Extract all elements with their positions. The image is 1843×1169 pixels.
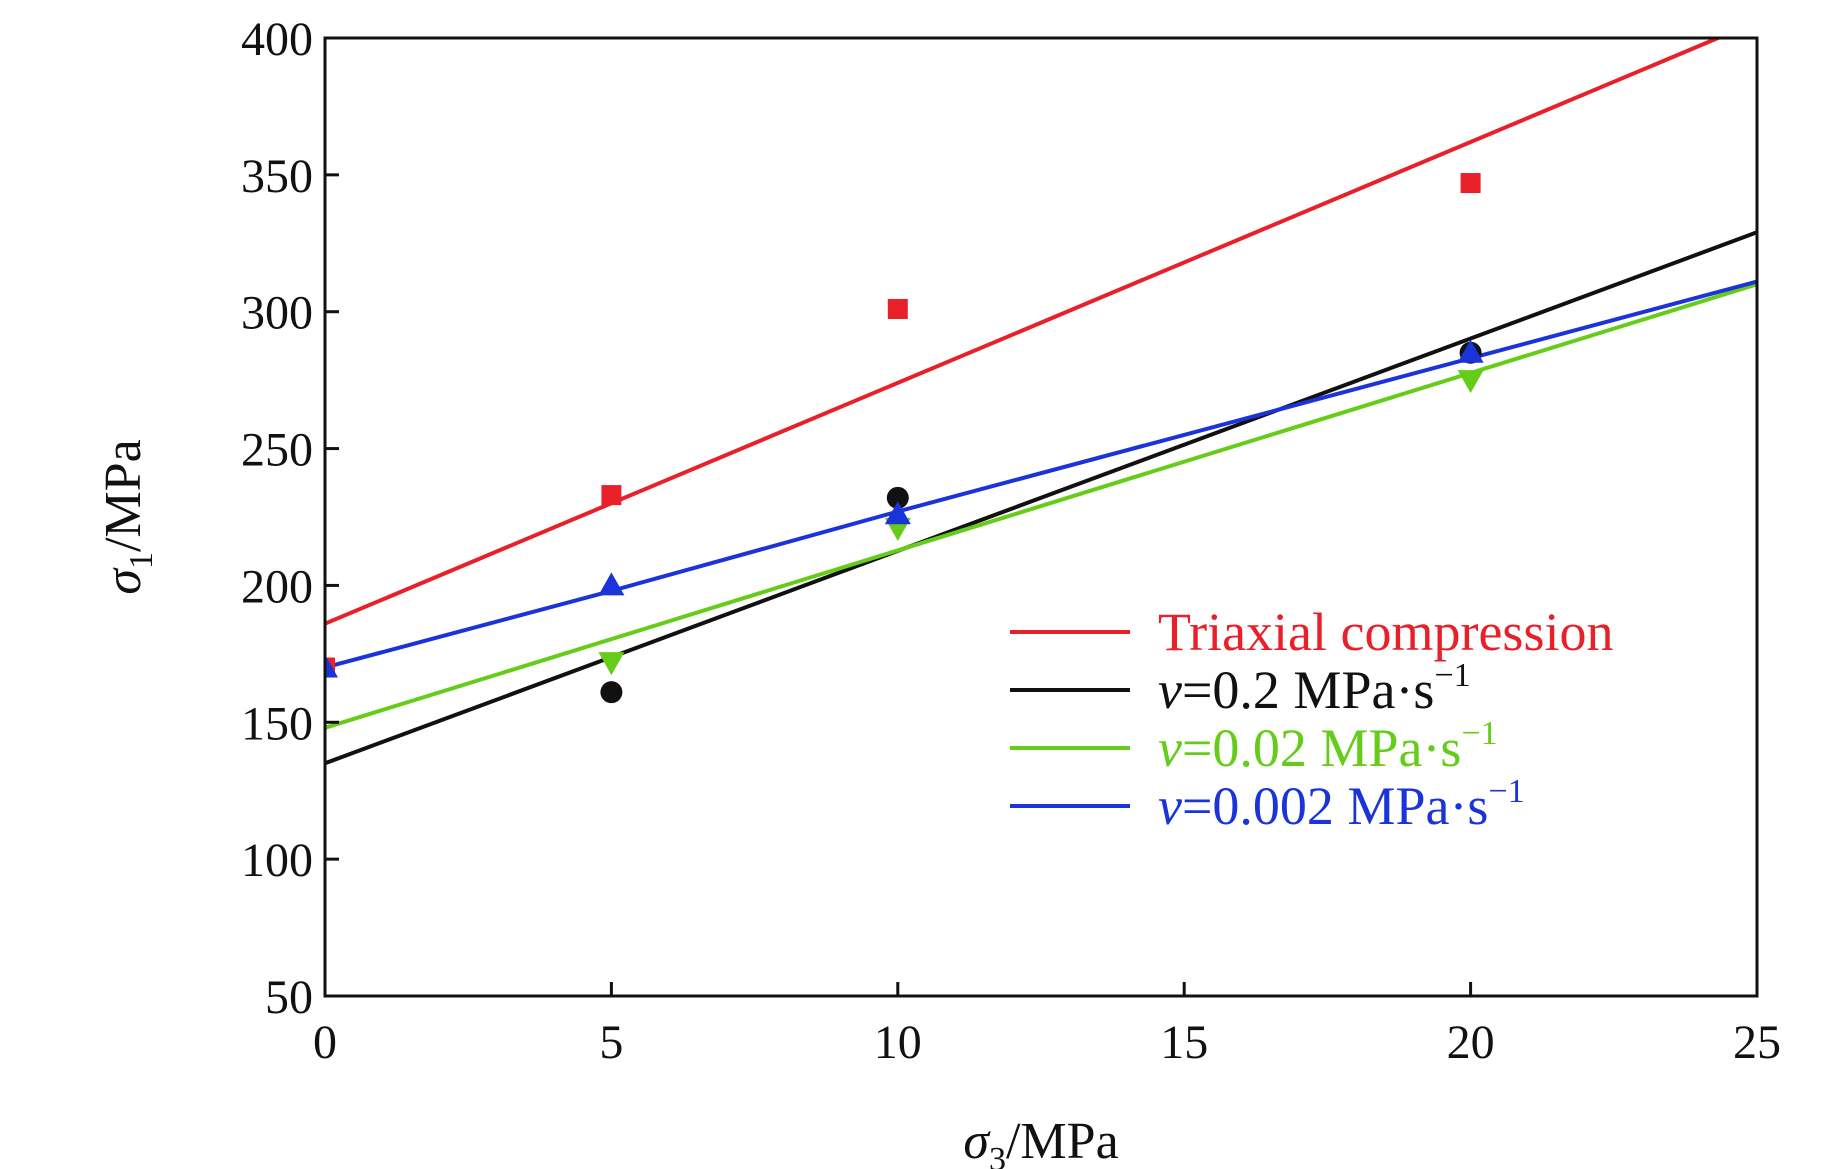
legend-label: v=0.002 MPa·s−1 (1158, 773, 1525, 836)
x-axis-symbol: σ (963, 1113, 991, 1169)
y-axis-subscript: 1 (123, 552, 160, 569)
data-point (887, 298, 908, 319)
fit-line-0 (325, 38, 1724, 626)
x-tick-label: 25 (1733, 1016, 1781, 1069)
y-axis-label: σ1/MPa (95, 439, 160, 594)
x-axis-subscript: 3 (989, 1141, 1006, 1169)
y-tick-label: 200 (241, 560, 313, 613)
x-axis-label: σ3/MPa (963, 1113, 1118, 1169)
x-tick-label: 5 (599, 1016, 623, 1069)
x-tick-label: 0 (313, 1016, 337, 1069)
fit-line-2 (325, 282, 1757, 730)
data-point (601, 485, 622, 506)
y-tick-label: 50 (265, 971, 313, 1024)
y-tick-label: 250 (241, 424, 313, 477)
x-tick-label: 20 (1447, 1016, 1495, 1069)
axis-ticks (323, 36, 1759, 998)
data-point (600, 681, 623, 704)
data-point (1457, 339, 1484, 363)
y-tick-label: 150 (241, 697, 313, 750)
legend-label: v=0.2 MPa·s−1 (1158, 657, 1471, 720)
y-tick-label: 400 (241, 13, 313, 66)
legend-label: Triaxial compression (1158, 602, 1613, 662)
x-tick-label: 15 (1160, 1016, 1208, 1069)
y-tick-label: 350 (241, 150, 313, 203)
data-point (886, 486, 909, 509)
data-point (1460, 173, 1481, 194)
y-tick-label: 100 (241, 834, 313, 887)
data-markers (325, 173, 1484, 704)
data-point (1457, 370, 1484, 394)
tick-labels: 0 5 10 15 20 25 50 100 150 200 250 300 350 400 (241, 13, 1781, 1069)
data-point (325, 654, 338, 678)
data-point (884, 501, 911, 525)
y-axis-unit: /MPa (95, 439, 152, 552)
plot-frame (323, 36, 1759, 998)
legend-label: v=0.02 MPa·s−1 (1158, 715, 1498, 778)
x-tick-label: 10 (874, 1016, 922, 1069)
fit-line-1 (325, 230, 1757, 766)
y-tick-label: 300 (241, 287, 313, 340)
fit-line-3 (325, 279, 1757, 670)
y-axis-symbol: σ (95, 567, 152, 595)
x-axis-unit: /MPa (1006, 1113, 1119, 1169)
data-point (598, 572, 625, 596)
data-point (598, 652, 625, 676)
fit-lines (325, 38, 1757, 766)
